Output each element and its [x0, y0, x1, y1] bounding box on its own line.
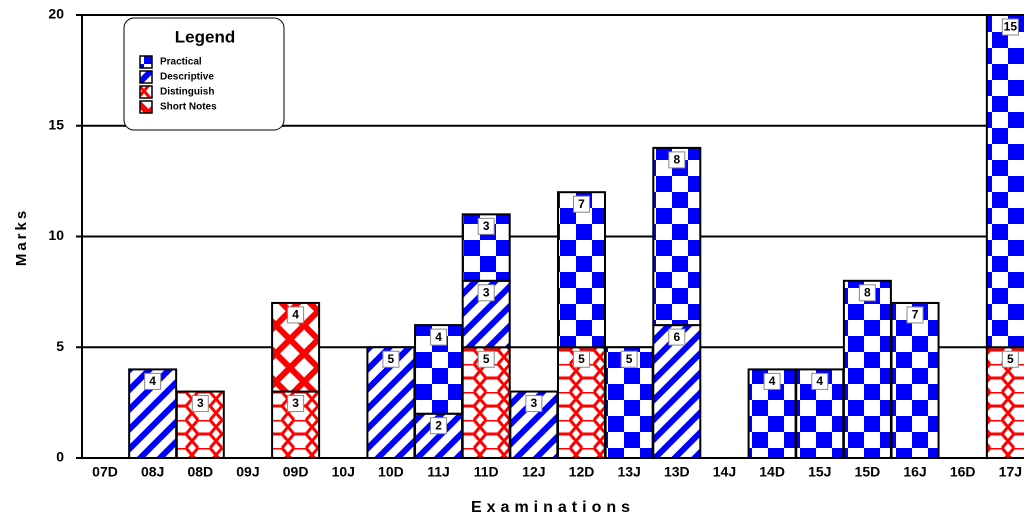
x-tick-label: 15J: [808, 464, 831, 480]
value-label: 3: [531, 396, 538, 410]
value-label-box: [906, 306, 924, 324]
legend-swatch: [139, 55, 153, 69]
value-label: 3: [483, 219, 490, 233]
x-tick-label: 14J: [713, 464, 736, 480]
value-label: 8: [673, 153, 680, 167]
x-tick-label: 10D: [378, 464, 404, 480]
value-label-box: [477, 284, 495, 302]
legend-label: Practical: [160, 57, 202, 68]
value-label-box: [287, 306, 305, 324]
legend-swatch: [139, 85, 153, 99]
value-label: 4: [292, 308, 299, 322]
value-label: 4: [816, 374, 823, 388]
value-label-box: [858, 284, 876, 302]
value-label: 3: [292, 396, 299, 410]
legend-label: Descriptive: [160, 72, 214, 83]
value-label-box: [668, 151, 686, 169]
y-axis-label: Marks: [13, 208, 30, 266]
value-label: 4: [435, 330, 442, 344]
x-tick-label: 16J: [903, 464, 926, 480]
value-label: 5: [483, 352, 490, 366]
x-tick-label: 15D: [855, 464, 881, 480]
x-tick-label: 09D: [283, 464, 309, 480]
value-label-box: [287, 395, 305, 413]
x-tick-label: 13J: [617, 464, 640, 480]
value-label: 5: [578, 352, 585, 366]
x-tick-label: 16D: [950, 464, 976, 480]
bar-segment: [652, 146, 702, 327]
value-label-box: [477, 217, 495, 235]
value-label-box: [573, 195, 590, 213]
value-label-box: [668, 328, 686, 346]
x-axis-label: Examinations: [471, 499, 635, 516]
x-tick-label: 09J: [236, 464, 259, 480]
value-label-box: [573, 350, 590, 368]
value-label: 8: [864, 285, 871, 299]
value-label-box: [144, 372, 162, 390]
x-tick-label: 11J: [427, 464, 450, 480]
value-label-box: [1001, 350, 1019, 368]
legend-label: Short Notes: [160, 102, 217, 113]
y-tick-label: 20: [48, 6, 64, 22]
bar-segment: [557, 191, 606, 349]
bar-segment: [842, 279, 892, 459]
bar-segment: [890, 301, 940, 460]
value-label-box: [525, 395, 543, 413]
bar-segment: [985, 14, 1024, 349]
value-label: 3: [483, 285, 490, 299]
value-label-box: [1001, 18, 1019, 36]
value-label: 6: [673, 330, 680, 344]
x-tick-label: 10J: [332, 464, 355, 480]
value-label: 4: [769, 374, 776, 388]
x-tick-label: 08J: [141, 464, 164, 480]
value-label-box: [430, 328, 448, 346]
legend-title: Legend: [175, 27, 235, 46]
value-label-box: [763, 372, 781, 390]
y-tick-label: 10: [48, 227, 64, 243]
y-tick-label: 5: [56, 338, 64, 354]
value-label-box: [191, 395, 209, 413]
value-label: 5: [1007, 352, 1014, 366]
value-label: 2: [435, 418, 442, 432]
legend-label: Distinguish: [160, 87, 214, 98]
bar-segment: [652, 324, 702, 459]
legend-swatch: [139, 70, 153, 84]
x-tick-label: 12D: [569, 464, 595, 480]
x-tick-label: 14D: [759, 464, 785, 480]
value-label: 7: [912, 308, 919, 322]
bar-segment: [509, 390, 559, 459]
value-label: 3: [197, 396, 204, 410]
value-label-box: [811, 372, 829, 390]
x-tick-label: 12J: [522, 464, 545, 480]
bar-segment: [271, 301, 321, 393]
value-label-box: [382, 350, 400, 368]
value-label: 5: [388, 352, 395, 366]
y-tick-label: 0: [56, 449, 64, 465]
value-label-box: [430, 417, 448, 435]
y-tick-label: 15: [48, 116, 64, 132]
x-tick-label: 17J: [999, 464, 1022, 480]
value-label: 7: [578, 197, 585, 211]
bar-segment: [366, 346, 416, 459]
x-tick-label: 11D: [474, 464, 499, 480]
legend-box: [123, 17, 285, 131]
x-tick-label: 08D: [187, 464, 213, 480]
value-label-box: [620, 350, 638, 368]
x-tick-label: 07D: [92, 464, 118, 480]
value-label: 4: [149, 374, 156, 388]
value-label: 5: [626, 352, 633, 366]
value-label-box: [477, 350, 495, 368]
x-tick-label: 13D: [664, 464, 690, 480]
value-label: 15: [1004, 20, 1018, 34]
legend-swatch: [139, 100, 153, 114]
